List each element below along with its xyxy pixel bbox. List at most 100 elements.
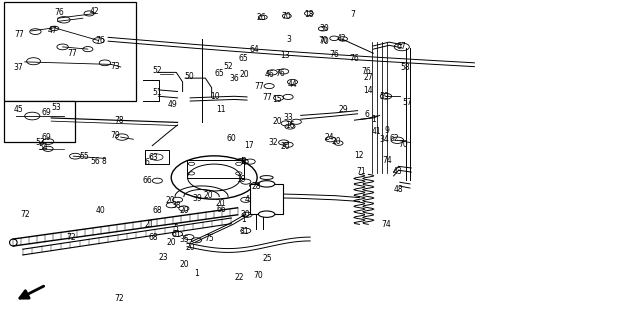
Text: 38: 38 [172, 201, 181, 210]
Text: 52: 52 [223, 61, 233, 70]
Text: 74: 74 [381, 220, 391, 229]
Text: 64: 64 [250, 44, 260, 54]
Text: 69: 69 [42, 108, 52, 117]
Text: 30: 30 [320, 24, 330, 33]
Ellipse shape [258, 181, 275, 187]
Text: 47: 47 [47, 26, 58, 35]
Text: 44: 44 [287, 80, 298, 89]
Text: 1: 1 [194, 268, 199, 278]
Bar [145, 150, 169, 164]
Text: 20: 20 [203, 191, 213, 200]
Text: 67: 67 [397, 42, 406, 52]
Bar [4, 2, 137, 101]
Text: 61: 61 [172, 230, 181, 239]
Text: 27: 27 [363, 73, 373, 82]
Text: 20: 20 [166, 238, 176, 247]
Text: 11: 11 [216, 105, 225, 114]
Text: 50: 50 [184, 72, 194, 81]
Text: 8: 8 [101, 157, 106, 166]
Text: 72: 72 [66, 233, 76, 242]
Text: 69: 69 [42, 132, 52, 141]
Text: 24: 24 [324, 133, 334, 142]
Text: 70: 70 [398, 140, 408, 148]
Ellipse shape [258, 211, 275, 217]
Text: 66: 66 [142, 176, 152, 185]
Text: 2: 2 [242, 157, 246, 166]
Text: 70: 70 [318, 36, 328, 45]
Text: 55: 55 [80, 152, 90, 161]
Text: 45: 45 [13, 105, 23, 114]
Text: 20: 20 [179, 260, 189, 269]
Text: 20: 20 [273, 116, 282, 126]
Text: 49: 49 [168, 100, 177, 109]
Text: 32: 32 [269, 138, 279, 147]
Text: 43: 43 [392, 167, 402, 176]
Text: 52: 52 [153, 66, 162, 75]
Text: 66: 66 [217, 205, 227, 214]
Ellipse shape [9, 239, 17, 246]
Text: 65: 65 [239, 53, 249, 62]
Text: 79: 79 [111, 131, 120, 140]
Text: 20: 20 [332, 137, 342, 146]
Text: 78: 78 [115, 116, 124, 125]
Text: 53: 53 [51, 103, 61, 112]
Text: 3: 3 [287, 35, 292, 44]
Text: 51: 51 [153, 88, 162, 97]
Text: 57: 57 [402, 98, 411, 107]
Text: 65: 65 [215, 69, 225, 78]
Text: 71: 71 [356, 167, 365, 176]
Text: 20: 20 [165, 196, 175, 205]
Text: 40: 40 [96, 206, 105, 215]
Text: 70: 70 [281, 12, 291, 21]
Text: 39: 39 [193, 194, 203, 204]
Text: 12: 12 [354, 151, 363, 160]
Text: 48: 48 [394, 185, 403, 194]
Text: 58: 58 [400, 63, 410, 72]
Text: 76: 76 [361, 67, 371, 76]
Bar [187, 160, 244, 178]
Text: 4: 4 [244, 195, 249, 204]
Text: 54: 54 [39, 143, 49, 152]
Text: 41: 41 [372, 127, 381, 136]
Bar [250, 184, 283, 214]
Text: 23: 23 [159, 253, 168, 262]
Text: 15: 15 [273, 95, 282, 104]
Text: 6: 6 [145, 158, 149, 167]
Text: 76: 76 [349, 53, 360, 62]
Text: 9: 9 [385, 126, 390, 135]
Text: 76: 76 [275, 69, 285, 78]
Text: 76: 76 [54, 8, 65, 17]
Text: 72: 72 [115, 294, 124, 303]
Text: 26: 26 [257, 13, 266, 22]
Text: 56: 56 [91, 157, 100, 166]
Text: 68: 68 [149, 233, 158, 242]
Text: 77: 77 [254, 82, 265, 91]
Text: 77: 77 [67, 49, 77, 58]
Text: 76: 76 [329, 50, 339, 59]
Text: 53: 53 [35, 138, 46, 147]
Text: 76: 76 [96, 36, 105, 45]
Text: 42: 42 [89, 7, 99, 16]
Text: 1: 1 [371, 115, 376, 124]
Text: 10: 10 [211, 92, 220, 101]
Text: 21: 21 [144, 220, 154, 229]
Text: 20: 20 [216, 199, 225, 208]
Text: 5: 5 [174, 224, 179, 233]
Ellipse shape [260, 176, 273, 180]
Text: 70: 70 [254, 271, 263, 280]
Text: 1: 1 [242, 215, 246, 224]
Text: 28: 28 [252, 182, 261, 191]
Text: 34: 34 [380, 135, 389, 144]
Text: 75: 75 [204, 234, 214, 243]
Text: 33: 33 [283, 114, 293, 123]
Text: 73: 73 [111, 61, 120, 70]
Text: 46: 46 [264, 70, 274, 79]
Text: 62: 62 [389, 134, 399, 143]
Text: 7: 7 [351, 10, 356, 19]
Text: 25: 25 [263, 254, 272, 263]
Text: 77: 77 [262, 93, 272, 102]
Text: 6: 6 [365, 110, 370, 119]
Text: 77: 77 [15, 30, 25, 39]
Text: 35: 35 [179, 235, 189, 244]
Text: 17: 17 [244, 141, 254, 150]
